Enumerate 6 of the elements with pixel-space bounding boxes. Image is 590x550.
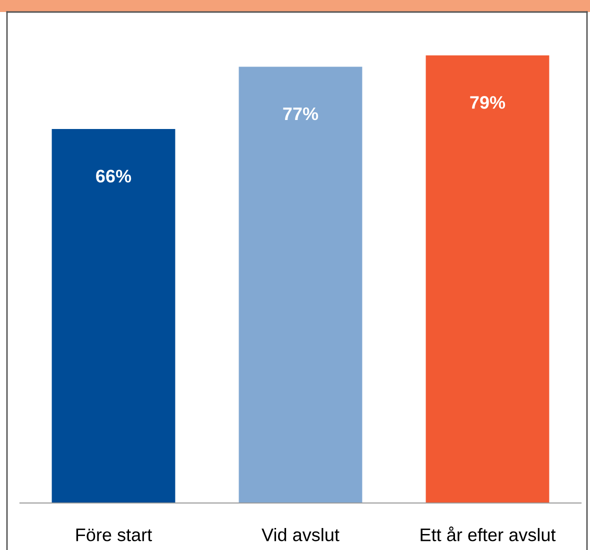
data-label: 77% xyxy=(283,107,318,120)
x-tick-label: Ett år efter avslut xyxy=(420,526,556,542)
x-tick-label: Före start xyxy=(76,528,152,542)
x-tick-label: Vid avslut xyxy=(262,528,340,542)
data-label: 79% xyxy=(470,96,506,109)
data-label: 66% xyxy=(96,170,132,182)
